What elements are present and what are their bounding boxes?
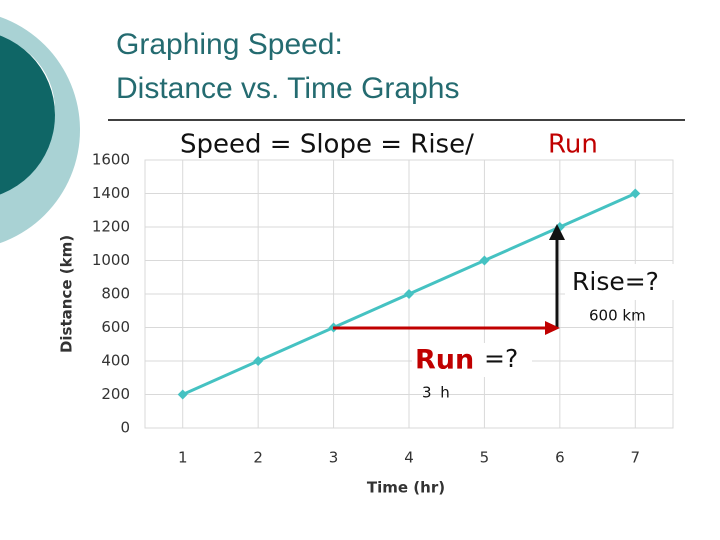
run-label: Run bbox=[415, 345, 474, 376]
y-tick-label: 400 bbox=[101, 352, 130, 370]
x-tick-label: 7 bbox=[631, 449, 641, 467]
y-tick-label: 1400 bbox=[92, 184, 130, 202]
decor-circle bbox=[0, 35, 55, 195]
run-question: =? bbox=[484, 344, 518, 373]
title-line: Distance vs. Time Graphs bbox=[116, 72, 459, 105]
point bbox=[177, 389, 188, 400]
label-bg bbox=[412, 343, 532, 377]
y-tick-label: 800 bbox=[101, 285, 130, 303]
y-tick-label: 600 bbox=[101, 318, 130, 336]
run-arrowhead bbox=[545, 321, 560, 335]
y-axis-title: Distance (km) bbox=[58, 235, 76, 353]
y-tick-label: 1200 bbox=[92, 218, 130, 236]
point bbox=[630, 188, 641, 199]
x-tick-label: 6 bbox=[555, 449, 565, 467]
point bbox=[253, 356, 264, 366]
point bbox=[404, 289, 414, 299]
label-bg bbox=[565, 264, 685, 300]
x-tick-label: 2 bbox=[253, 449, 263, 467]
run-value: 3 h bbox=[422, 384, 452, 402]
x-tick-label: 1 bbox=[178, 449, 188, 467]
rise-label: Rise=? bbox=[572, 267, 659, 296]
y-tick-label: 200 bbox=[101, 385, 130, 403]
x-tick-label: 4 bbox=[404, 449, 414, 467]
title-line: Graphing Speed: bbox=[116, 28, 343, 61]
rise-value: 600 km bbox=[589, 307, 646, 325]
rise-arrowhead bbox=[549, 224, 565, 240]
y-tick-label: 1600 bbox=[92, 151, 130, 169]
formula: Speed = Slope = Rise/ bbox=[180, 130, 474, 160]
plot: 0 200 400 600 800 1000 1200 1400 1600 1 2 3 4 5 6 7 Time… bbox=[58, 151, 674, 497]
point bbox=[479, 255, 490, 266]
x-tick-label: 5 bbox=[480, 449, 490, 467]
x-axis-title: Time (hr) bbox=[367, 479, 445, 497]
formula-run: Run bbox=[548, 130, 598, 160]
x-tick-label: 3 bbox=[329, 449, 339, 467]
y-tick-label: 1000 bbox=[92, 251, 130, 269]
y-tick-label: 0 bbox=[120, 419, 130, 437]
